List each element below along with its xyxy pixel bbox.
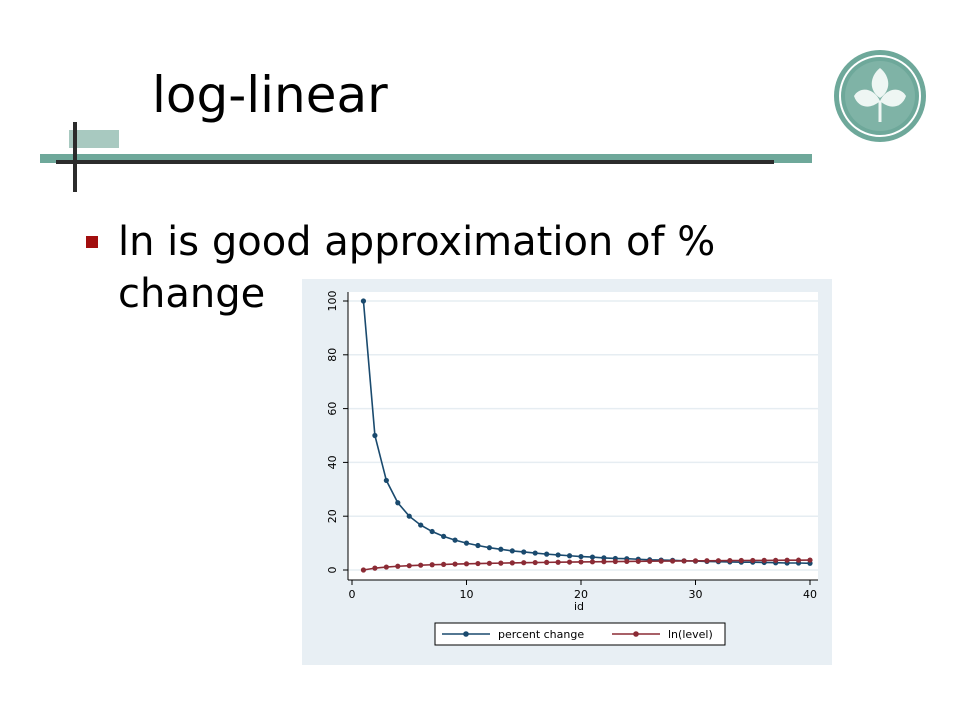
legend: percent change ln(level) [434, 622, 726, 646]
series-1-point [486, 560, 492, 566]
slide-title: log-linear [152, 66, 388, 124]
series-1-point [692, 558, 699, 564]
series-1-point [784, 557, 790, 563]
series-1-point [475, 560, 481, 567]
series-1-point [750, 557, 756, 564]
series-1-point [727, 557, 733, 564]
series-1-point [738, 557, 744, 564]
series-0-point [441, 533, 447, 539]
y-tick-label: 100 [326, 291, 339, 312]
series-1-point [566, 559, 573, 565]
x-tick-label: 40 [803, 588, 817, 601]
series-1-point [658, 558, 664, 564]
series-0-point [406, 513, 412, 519]
series-lines [360, 298, 813, 573]
y-tick-label: 80 [326, 348, 339, 362]
legend-marker-0 [463, 631, 469, 637]
title-underline-decoration [40, 122, 812, 192]
plot-area [348, 292, 818, 580]
series-0-point [429, 528, 435, 535]
series-0-point [486, 545, 492, 551]
legend-label-1: ln(level) [668, 628, 713, 641]
y-tick-label: 40 [326, 455, 339, 469]
axes: 0 20 40 60 80 100 0 10 20 30 40 [326, 291, 818, 601]
bullet-square-icon [86, 236, 98, 248]
series-1-point [498, 560, 504, 566]
series-1-point [578, 559, 584, 565]
series-0-point [578, 553, 584, 560]
series-0-point [498, 546, 504, 552]
leaf-emblem-icon [834, 50, 926, 142]
series-0-point [544, 551, 550, 557]
x-tick-label: 30 [689, 588, 703, 601]
series-1-point [406, 563, 412, 569]
legend-box [434, 622, 726, 646]
series-1-point [418, 562, 424, 568]
series-1-point [395, 563, 401, 569]
x-tick-label: 20 [574, 588, 588, 601]
series-1-point [807, 557, 813, 563]
series-line-1 [363, 559, 811, 571]
series-1-point [601, 559, 607, 565]
series-1-point [441, 561, 447, 568]
series-0-point [395, 500, 401, 506]
chart-panel: 0 20 40 60 80 100 0 10 20 30 40 id percent change l… [302, 279, 832, 665]
series-1-point [429, 562, 435, 568]
series-1-point [681, 558, 687, 564]
series-1-point [532, 559, 538, 566]
series-1-point [521, 560, 527, 566]
y-tick-label: 20 [326, 509, 339, 523]
decoration-teal-block [69, 130, 119, 148]
series-1-point [773, 557, 779, 563]
series-0-point [601, 555, 607, 561]
series-0-point [566, 553, 573, 559]
x-tick-label: 0 [349, 588, 356, 601]
series-1-point [647, 558, 653, 564]
series-1-point [704, 558, 710, 564]
series-1-point [795, 557, 802, 563]
x-axis-label: id [574, 600, 584, 613]
legend-marker-1 [633, 631, 639, 637]
series-1-point [360, 567, 367, 573]
series-1-point [555, 559, 561, 565]
series-1-point [463, 561, 470, 567]
series-1-point [509, 560, 515, 566]
series-1-point [544, 559, 550, 565]
series-0-point [418, 522, 424, 528]
series-0-point [509, 548, 515, 554]
series-1-point [624, 558, 630, 565]
series-1-point [761, 557, 767, 563]
series-0-point [521, 549, 527, 555]
series-1-point [589, 559, 596, 565]
series-0-point [532, 550, 538, 556]
series-0-point [463, 540, 470, 546]
y-tick-label: 0 [326, 567, 339, 574]
series-1-point [372, 565, 378, 571]
y-tick-label: 60 [326, 402, 339, 416]
series-1-point [715, 558, 721, 564]
series-1-point [612, 558, 618, 565]
decoration-teal-bar [40, 154, 812, 163]
x-tick-label: 10 [460, 588, 474, 601]
series-0-point [452, 537, 458, 543]
legend-label-0: percent change [498, 628, 584, 641]
decoration-dark-line [56, 160, 774, 164]
decoration-vertical-line [73, 122, 77, 192]
line-chart: 0 20 40 60 80 100 0 10 20 30 40 id percent change l… [302, 279, 832, 665]
series-0-point [475, 542, 481, 549]
series-line-0 [362, 300, 811, 565]
bullet-text: ln is good approximation of % change [118, 219, 716, 317]
series-0-point [360, 298, 367, 304]
series-0-point [589, 554, 596, 560]
series-0-point [372, 432, 378, 439]
series-1-point [383, 564, 389, 570]
grid-lines [348, 300, 818, 571]
series-1-point [452, 561, 458, 567]
series-1-point [635, 558, 641, 564]
series-0-point [555, 552, 561, 558]
series-0-point [383, 477, 389, 484]
series-1-point [670, 558, 676, 564]
